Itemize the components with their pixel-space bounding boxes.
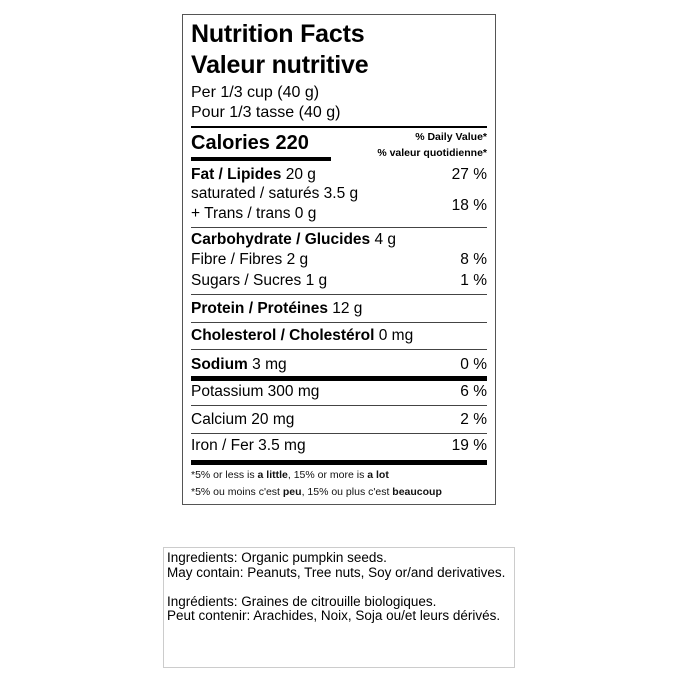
nutrition-facts-label: Nutrition Facts Valeur nutritive Per 1/3… bbox=[182, 14, 496, 505]
title-fr: Valeur nutritive bbox=[191, 51, 369, 79]
sodium-row: Sodium 3 mg 0 % bbox=[191, 356, 487, 373]
potassium-row: Potassium 300 mg 6 % bbox=[191, 383, 487, 400]
saturated-row: saturated / saturés 3.5 g bbox=[191, 185, 359, 202]
carbohydrate-row: Carbohydrate / Glucides 4 g bbox=[191, 231, 397, 248]
ingredients-fr: Ingrédients: Graines de citrouille biolo… bbox=[167, 593, 437, 609]
ingredients-en: Ingredients: Organic pumpkin seeds. bbox=[167, 550, 387, 565]
daily-value-header-en: % Daily Value* bbox=[415, 131, 487, 143]
calories-bar bbox=[191, 157, 331, 161]
ingredients-box: Ingredients: Organic pumpkin seeds. May … bbox=[163, 547, 515, 668]
serving-size-fr: Pour 1/3 tasse (40 g) bbox=[191, 104, 341, 121]
divider bbox=[191, 405, 487, 406]
calories: Calories 220 bbox=[191, 132, 309, 154]
footnote-fr: *5% ou moins c'est peu, 15% ou plus c'es… bbox=[191, 486, 442, 498]
footnote-en: *5% or less is a little, 15% or more is … bbox=[191, 469, 389, 481]
saturated-trans-dv: 18 % bbox=[451, 197, 487, 214]
divider bbox=[191, 227, 487, 228]
protein-row: Protein / Protéines 12 g bbox=[191, 300, 363, 317]
trans-row: + Trans / trans 0 g bbox=[191, 205, 317, 222]
divider bbox=[191, 126, 487, 128]
daily-value-header-fr: % valeur quotidienne* bbox=[377, 147, 487, 159]
fat-row: Fat / Lipides 20 g 27 % bbox=[191, 166, 487, 183]
divider bbox=[191, 433, 487, 434]
divider-thick bbox=[191, 460, 487, 465]
serving-size-en: Per 1/3 cup (40 g) bbox=[191, 84, 320, 101]
title-en: Nutrition Facts bbox=[191, 20, 365, 48]
allergens-fr: Peut contenir: Arachides, Noix, Soja ou/… bbox=[167, 608, 501, 623]
cholesterol-row: Cholesterol / Cholestérol 0 mg bbox=[191, 327, 414, 344]
divider bbox=[191, 349, 487, 350]
divider-thick bbox=[191, 376, 487, 381]
divider bbox=[191, 294, 487, 295]
iron-row: Iron / Fer 3.5 mg 19 % bbox=[191, 437, 487, 454]
allergens-en: May contain: Peanuts, Tree nuts, Soy or/… bbox=[167, 564, 506, 580]
divider bbox=[191, 322, 487, 323]
calcium-row: Calcium 20 mg 2 % bbox=[191, 411, 487, 428]
